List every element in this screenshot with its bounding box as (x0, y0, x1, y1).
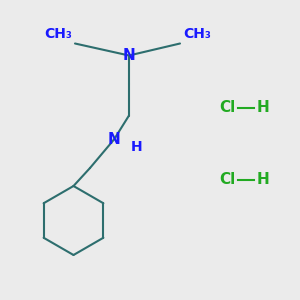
Text: H: H (256, 172, 269, 188)
Text: H: H (130, 140, 142, 154)
Text: Cl: Cl (219, 172, 235, 188)
Text: N: N (123, 48, 135, 63)
Text: Cl: Cl (219, 100, 235, 116)
Text: H: H (256, 100, 269, 116)
Text: CH₃: CH₃ (183, 26, 211, 40)
Text: N: N (108, 132, 120, 147)
Text: CH₃: CH₃ (44, 26, 72, 40)
